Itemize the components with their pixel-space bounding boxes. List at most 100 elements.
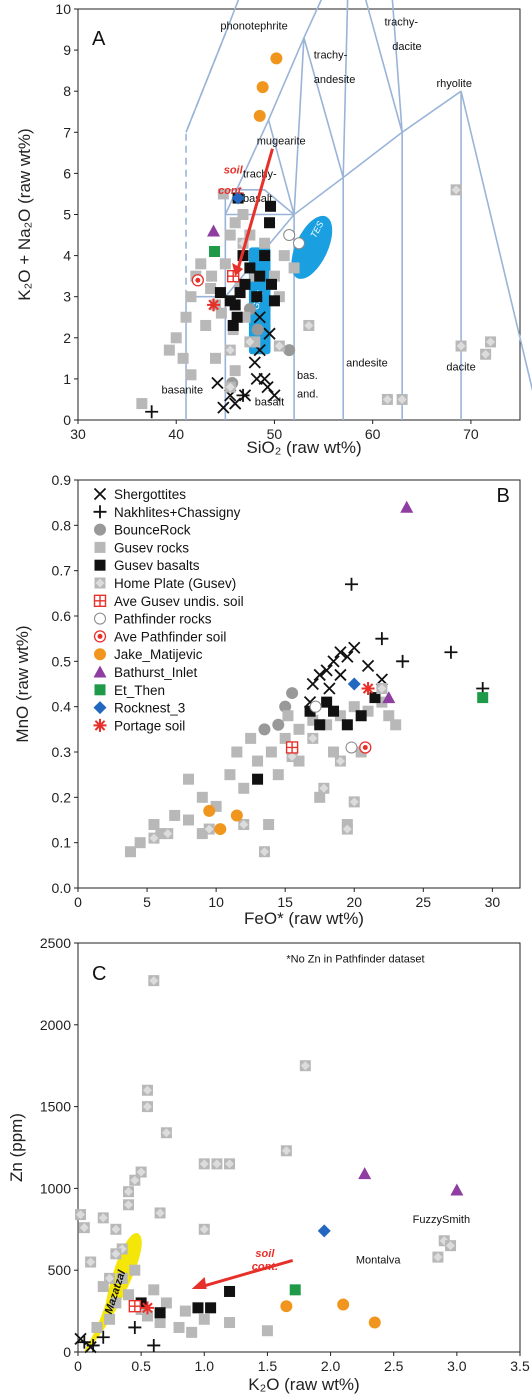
y-tick-label: 0.9 bbox=[52, 472, 72, 488]
data-point bbox=[136, 398, 148, 410]
x-axis-label: K₂O (raw wt%) bbox=[248, 1375, 359, 1394]
data-point bbox=[334, 710, 346, 722]
data-point-diamond bbox=[79, 1223, 89, 1233]
cont-label: cont. bbox=[252, 1261, 278, 1273]
data-point bbox=[217, 188, 229, 200]
data-point bbox=[304, 705, 316, 717]
legend-item: Home Plate (Gusev) bbox=[94, 576, 236, 591]
series-bouncerock bbox=[258, 687, 299, 736]
data-point bbox=[203, 823, 215, 835]
data-point-diamond bbox=[199, 1159, 209, 1169]
soil-arrow bbox=[201, 1258, 294, 1289]
data-point-diamond bbox=[335, 756, 345, 766]
data-point-diamond bbox=[304, 320, 314, 330]
y-tick-label: 1 bbox=[63, 371, 71, 387]
data-point bbox=[280, 1145, 292, 1157]
data-point bbox=[289, 1284, 301, 1296]
data-point bbox=[285, 741, 299, 754]
y-tick-label: 3 bbox=[63, 289, 71, 305]
tas-boundary bbox=[460, 91, 532, 392]
data-point bbox=[124, 846, 136, 858]
series-rocknest-3 bbox=[231, 191, 245, 205]
legend-item: Gusev basalts bbox=[94, 558, 200, 573]
series-jake-matijevic bbox=[253, 52, 283, 122]
soil-arrowhead bbox=[232, 263, 244, 277]
series-pathfinder-rocks bbox=[283, 229, 305, 250]
data-point bbox=[263, 819, 275, 831]
data-point bbox=[123, 1289, 135, 1301]
data-point bbox=[231, 311, 243, 323]
data-point-diamond bbox=[111, 1224, 121, 1234]
legend-label: Gusev rocks bbox=[114, 540, 189, 555]
data-point-dot bbox=[362, 744, 368, 750]
legend-item: Jake_Matijevic bbox=[94, 647, 203, 662]
series-nakhlites-chassigny bbox=[145, 388, 250, 419]
data-point bbox=[334, 646, 347, 659]
data-point bbox=[306, 677, 319, 691]
data-point-diamond bbox=[319, 783, 329, 793]
data-point bbox=[209, 245, 221, 257]
x-axis-label: FeO* (raw wt%) bbox=[244, 909, 364, 928]
data-point bbox=[390, 719, 402, 731]
data-point bbox=[288, 262, 300, 274]
data-point-dot bbox=[195, 277, 201, 283]
data-point bbox=[313, 668, 326, 682]
series-ave-gusev-undis-soil bbox=[285, 741, 299, 754]
legend-label: Rocknest_3 bbox=[114, 701, 185, 716]
legend-item: Et_Then bbox=[94, 683, 165, 698]
legend-marker bbox=[94, 577, 106, 589]
x-axis-label: SiO₂ (raw wt%) bbox=[246, 438, 361, 457]
y-tick-label: 9 bbox=[63, 42, 71, 58]
data-point bbox=[224, 344, 236, 356]
series-gusev-rocks bbox=[91, 1264, 273, 1338]
series-shergottites bbox=[211, 311, 281, 414]
data-point bbox=[280, 1300, 293, 1313]
data-point bbox=[238, 782, 250, 794]
data-point bbox=[224, 1158, 236, 1170]
field-label: andesite bbox=[346, 358, 388, 370]
data-point-diamond bbox=[204, 824, 214, 834]
data-point bbox=[148, 819, 160, 831]
data-point bbox=[445, 1240, 457, 1252]
legend-item: Portage soil bbox=[93, 718, 185, 733]
series-gusev-basalts bbox=[252, 692, 381, 785]
data-point bbox=[211, 1158, 223, 1170]
field-label: trachy- bbox=[314, 49, 348, 61]
series-bathurst-inlet bbox=[382, 500, 414, 704]
data-point bbox=[268, 389, 281, 402]
legend-label: Shergottites bbox=[114, 487, 186, 502]
data-point bbox=[86, 1338, 100, 1352]
data-point bbox=[321, 719, 333, 731]
y-tick-label: 10 bbox=[55, 1, 71, 17]
data-point bbox=[123, 1199, 135, 1211]
field-label: andesite bbox=[314, 74, 356, 86]
data-point bbox=[286, 687, 299, 700]
legend-label: Jake_Matijevic bbox=[114, 647, 203, 662]
data-point bbox=[236, 388, 250, 402]
x-tick-label: 2.5 bbox=[384, 1358, 404, 1374]
data-point bbox=[238, 819, 250, 831]
y-tick-label: 1000 bbox=[40, 1180, 71, 1196]
tas-boundary bbox=[185, 33, 227, 297]
series-bathurst-inlet bbox=[358, 1167, 464, 1196]
panel-c: 0 0.5 1.0 1.5 2.0 2.5 3.0 3.5 0 500 1000 1500 2000 25… bbox=[7, 935, 530, 1394]
y-tick-label: 0.4 bbox=[52, 699, 72, 715]
data-point bbox=[97, 1281, 109, 1293]
data-point bbox=[183, 814, 194, 826]
data-point bbox=[317, 1224, 331, 1238]
data-point bbox=[129, 1174, 141, 1186]
y-tick-label: 0.1 bbox=[52, 835, 72, 851]
data-point bbox=[245, 732, 257, 744]
series-portage-soil bbox=[207, 298, 221, 312]
data-point bbox=[318, 782, 330, 794]
data-point bbox=[361, 659, 375, 673]
data-point-diamond bbox=[287, 752, 297, 762]
data-point-diamond bbox=[451, 185, 461, 195]
data-point bbox=[321, 696, 333, 708]
legend-label: Home Plate (Gusev) bbox=[114, 576, 236, 591]
data-point bbox=[258, 846, 270, 858]
data-point bbox=[229, 397, 242, 410]
data-point bbox=[207, 298, 221, 312]
x-tick-label: 20 bbox=[346, 894, 362, 910]
data-point bbox=[104, 1313, 116, 1325]
